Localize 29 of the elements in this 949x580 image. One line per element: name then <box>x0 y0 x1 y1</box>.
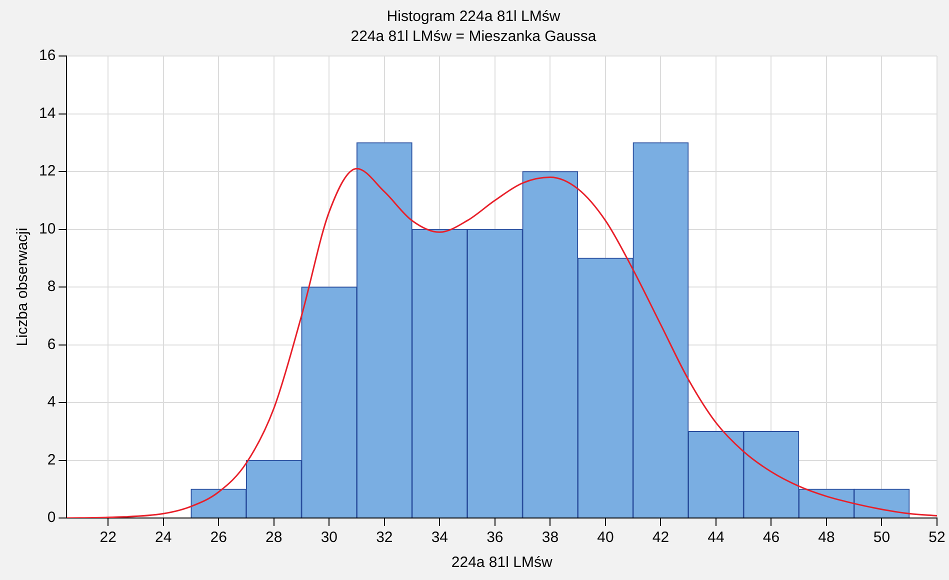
x-axis-title: 224a 81l LMśw <box>451 554 552 572</box>
x-tick-label: 34 <box>431 529 448 546</box>
x-tick-label: 28 <box>266 529 282 546</box>
x-tick-label: 50 <box>873 529 890 546</box>
chart-subtitle: 224a 81l LMśw = Mieszanka Gaussa <box>350 28 597 46</box>
x-tick-label: 30 <box>320 529 338 546</box>
y-tick-label: 4 <box>47 394 56 411</box>
y-tick-label: 10 <box>38 220 56 238</box>
y-tick-label: 14 <box>38 104 56 122</box>
x-tick-label: 52 <box>928 529 946 546</box>
chart-title: Histogram 224a 81l LMśw <box>386 8 560 26</box>
x-tick-label: 26 <box>210 529 227 546</box>
y-tick-label: 8 <box>47 278 56 296</box>
x-tick-label: 22 <box>100 529 116 546</box>
x-tick-label: 48 <box>818 529 835 546</box>
y-axis-title: Liczba obserwacji <box>14 228 32 346</box>
y-tick-label: 12 <box>38 162 56 180</box>
x-tick-label: 44 <box>708 529 724 546</box>
x-tick-label: 46 <box>762 529 780 546</box>
y-tick-label: 0 <box>47 509 56 526</box>
x-tick-label: 38 <box>542 529 559 546</box>
x-tick-label: 42 <box>652 529 670 546</box>
x-tick-label: 36 <box>486 529 504 546</box>
y-tick-label: 6 <box>47 336 56 353</box>
x-tick-label: 40 <box>597 529 614 546</box>
x-tick-label: 32 <box>376 529 393 546</box>
x-tick-label: 24 <box>155 529 172 546</box>
y-tick-label: 16 <box>38 47 56 64</box>
y-tick-label: 2 <box>47 451 56 468</box>
